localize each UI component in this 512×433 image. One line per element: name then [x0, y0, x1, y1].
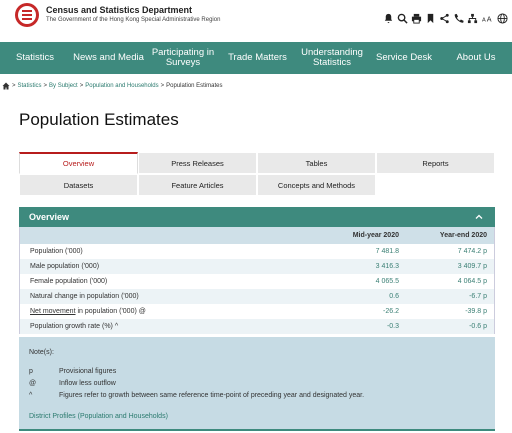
tab-reports[interactable]: Reports — [376, 152, 495, 174]
page-title: Population Estimates — [19, 110, 179, 129]
breadcrumb-current: Population Estimates — [166, 83, 223, 89]
overview-table: Mid-year 2020 Year-end 2020 Population (… — [19, 227, 495, 334]
note-text: Inflow less outflow — [59, 379, 116, 387]
nav-item-understanding-statistics[interactable]: Understanding Statistics — [301, 47, 363, 68]
cell-year-end: -6.7 p — [469, 293, 487, 300]
tab-feature-articles[interactable]: Feature Articles — [138, 174, 257, 196]
row-label-net-movement[interactable]: Net movement in population ('000) @ — [30, 308, 146, 315]
cell-mid-year: -0.3 — [386, 323, 399, 330]
table-row: Natural change in population ('000) 0.6 … — [20, 289, 494, 304]
column-header-mid-year: Mid-year 2020 — [352, 232, 399, 239]
row-label: Natural change in population ('000) — [30, 293, 139, 300]
panel-bottom-border — [19, 429, 495, 431]
note-text: Provisional figures — [59, 367, 117, 375]
svg-text:A: A — [486, 14, 491, 23]
cell-year-end: 7 474.2 p — [457, 248, 487, 255]
hksar-logo[interactable] — [14, 2, 40, 28]
share-icon[interactable] — [438, 11, 450, 25]
site-header: Census and Statistics Department The Gov… — [0, 0, 512, 42]
note-text: Figures refer to growth between same ref… — [59, 391, 365, 399]
bookmark-icon[interactable] — [424, 11, 436, 25]
notes-title: Note(s): — [29, 349, 54, 356]
print-icon[interactable] — [410, 11, 422, 25]
home-icon[interactable] — [2, 82, 10, 90]
department-subtitle: The Government of the Hong Kong Special … — [46, 17, 221, 23]
note-item: @ Inflow less outflow — [29, 377, 485, 389]
notes-panel: Note(s): p Provisional figures @ Inflow … — [19, 337, 495, 429]
row-label: Male population ('000) — [30, 263, 100, 270]
note-item: ^ Figures refer to growth between same r… — [29, 389, 485, 401]
breadcrumb-separator: > — [160, 83, 165, 89]
nav-item-news-and-media[interactable]: News and Media — [73, 52, 144, 63]
row-label: Female population ('000) — [30, 278, 108, 285]
nav-item-service-desk[interactable]: Service Desk — [376, 52, 432, 63]
cell-mid-year: 4 065.5 — [375, 278, 399, 285]
row-label: Population ('000) — [30, 248, 83, 255]
tab-concepts-and-methods[interactable]: Concepts and Methods — [257, 174, 376, 196]
breadcrumb-separator: > — [79, 83, 84, 89]
nav-item-statistics[interactable]: Statistics — [15, 52, 54, 63]
search-icon[interactable] — [396, 11, 408, 25]
note-symbol: @ — [29, 379, 37, 387]
cell-mid-year: -26.2 — [383, 308, 399, 315]
cell-year-end: 4 064.5 p — [457, 278, 487, 285]
table-header-row: Mid-year 2020 Year-end 2020 — [20, 227, 494, 244]
cell-mid-year: 0.6 — [389, 293, 399, 300]
note-symbol: p — [29, 367, 33, 375]
district-profiles-link[interactable]: District Profiles (Population and Househ… — [29, 413, 168, 420]
cell-mid-year: 7 481.8 — [375, 248, 399, 255]
globe-icon[interactable] — [496, 11, 508, 25]
breadcrumb-link-by-subject[interactable]: By Subject — [49, 83, 78, 89]
svg-text:A: A — [482, 17, 486, 23]
table-row: Population growth rate (%) ^ -0.3 -0.6 p — [20, 319, 494, 334]
bell-icon[interactable] — [382, 11, 394, 25]
cell-year-end: -39.8 p — [465, 308, 487, 315]
cell-mid-year: 3 416.3 — [375, 263, 399, 270]
tab-datasets[interactable]: Datasets — [19, 174, 138, 196]
row-label: Population growth rate (%) ^ — [30, 323, 119, 330]
overview-panel-header[interactable]: Overview — [19, 207, 495, 227]
breadcrumb-link-statistics[interactable]: Statistics — [17, 83, 42, 89]
nav-item-trade-matters[interactable]: Trade Matters — [228, 52, 287, 63]
column-header-year-end: Year-end 2020 — [439, 232, 487, 239]
table-row: Female population ('000) 4 065.5 4 064.5… — [20, 274, 494, 289]
department-name[interactable]: Census and Statistics Department — [46, 5, 193, 15]
phone-icon[interactable] — [452, 11, 464, 25]
overview-title: Overview — [29, 212, 70, 222]
note-item: p Provisional figures — [29, 365, 485, 377]
table-row: Population ('000) 7 481.8 7 474.2 p — [20, 244, 494, 259]
sitemap-icon[interactable] — [466, 11, 478, 25]
breadcrumb-link-population-and-households[interactable]: Population and Households — [85, 83, 159, 89]
main-nav: Statistics News and Media Participating … — [0, 42, 512, 74]
tab-press-releases[interactable]: Press Releases — [138, 152, 257, 174]
tab-tables[interactable]: Tables — [257, 152, 376, 174]
chevron-up-icon[interactable] — [475, 213, 483, 221]
table-row: Net movement in population ('000) @ -26.… — [20, 304, 494, 319]
breadcrumb-separator: > — [12, 83, 16, 89]
nav-item-participating-in-surveys[interactable]: Participating in Surveys — [151, 47, 215, 68]
breadcrumb: > Statistics > By Subject > Population a… — [2, 82, 223, 90]
cell-year-end: -0.6 p — [469, 323, 487, 330]
table-row: Male population ('000) 3 416.3 3 409.7 p — [20, 259, 494, 274]
tab-bar: Overview Press Releases Tables Reports D… — [19, 152, 495, 196]
cell-year-end: 3 409.7 p — [457, 263, 487, 270]
breadcrumb-separator: > — [43, 83, 48, 89]
note-symbol: ^ — [29, 391, 33, 399]
tab-overview[interactable]: Overview — [19, 152, 138, 174]
nav-item-about-us[interactable]: About Us — [456, 52, 496, 63]
